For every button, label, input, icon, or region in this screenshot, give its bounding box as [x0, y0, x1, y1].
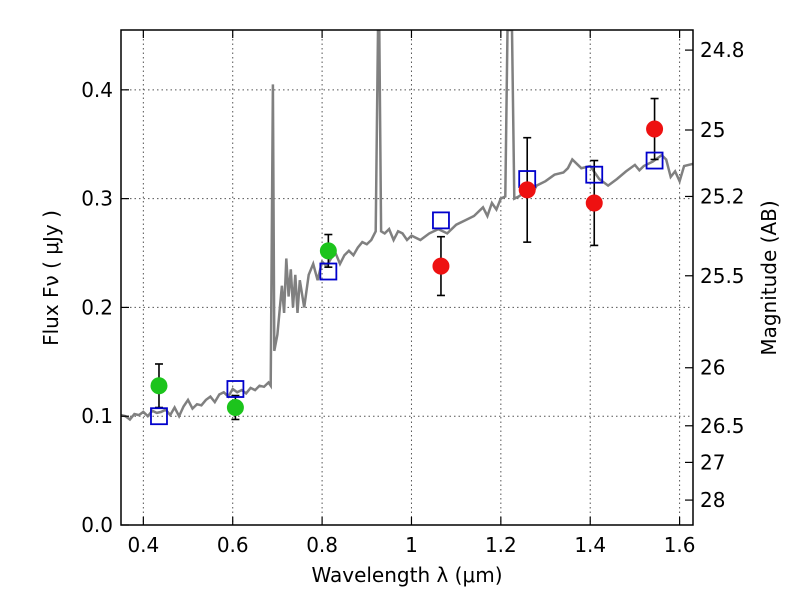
plot-frame: [120, 29, 694, 526]
observed-photometry-circles: [150, 120, 664, 417]
model-point-square: [432, 211, 450, 230]
nir-photometry-point: [518, 181, 536, 199]
optical-photometry-point: [319, 242, 337, 260]
x-tick-label: 0.8: [306, 533, 338, 557]
plot-area: [121, 30, 693, 426]
mag-tick-label: 25.2: [700, 184, 745, 208]
y-axis-label: Flux Fν ( μJy ): [39, 210, 63, 346]
model-point-square: [645, 151, 664, 170]
mag-tick-label: 24.8: [700, 38, 745, 62]
nir-photometry-point: [585, 194, 603, 212]
optical-photometry-point: [226, 399, 244, 417]
template-spectrum-line: [121, 30, 693, 422]
nir-photometry-point: [432, 257, 450, 275]
y-tick-label: 0.0: [81, 513, 113, 537]
x-tick-label: 1: [405, 533, 418, 557]
x-tick-label: 0.4: [127, 533, 159, 557]
grid-lines: [121, 30, 693, 526]
mag-tick-label: 26: [700, 356, 725, 380]
x-tick-label: 1.2: [485, 533, 517, 557]
x-tick-label: 1.4: [574, 533, 606, 557]
right-axis-label: Magnitude (AB): [757, 200, 781, 355]
y-tick-label: 0.3: [81, 187, 113, 211]
optical-photometry-point: [150, 377, 168, 395]
mag-tick-label: 25.5: [700, 264, 745, 288]
x-axis-label: Wavelength λ (μm): [311, 563, 502, 587]
mag-tick-label: 27: [700, 450, 725, 474]
axis-ticks: [121, 30, 693, 526]
model-photometry-squares: [150, 151, 664, 426]
model-point-square: [319, 262, 338, 281]
mag-tick-label: 25: [700, 118, 725, 142]
model-point-square: [585, 165, 604, 184]
model-point-square: [150, 407, 168, 426]
mag-tick-label: 26.5: [700, 414, 745, 438]
x-tick-label: 1.6: [664, 533, 696, 557]
y-tick-label: 0.2: [81, 295, 113, 319]
tick-labels: 0.4 0.6 0.8 1 1.2 1.4 1.6 0.0 0.1 0.2 0.3 0.4 24.8 25…: [81, 38, 744, 557]
y-tick-label: 0.1: [81, 404, 113, 428]
error-bars: [154, 97, 659, 421]
x-tick-label: 0.6: [217, 533, 249, 557]
model-point-square: [226, 380, 245, 398]
nir-photometry-point: [646, 120, 664, 138]
y-tick-label: 0.4: [81, 78, 113, 102]
mag-tick-label: 28: [700, 488, 725, 512]
